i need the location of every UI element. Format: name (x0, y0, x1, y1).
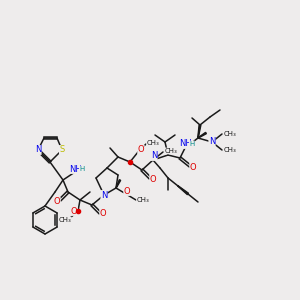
Text: NH: NH (70, 164, 83, 173)
Text: S: S (59, 146, 64, 154)
Text: O: O (138, 146, 144, 154)
Text: O: O (100, 209, 106, 218)
Text: O: O (190, 163, 196, 172)
Polygon shape (116, 180, 121, 188)
Text: CH₃: CH₃ (136, 197, 149, 203)
Text: CH₃: CH₃ (224, 131, 236, 137)
Text: N: N (101, 190, 107, 200)
Text: N: N (35, 146, 41, 154)
Text: CH₃: CH₃ (165, 148, 177, 154)
Polygon shape (178, 186, 189, 195)
Text: O: O (150, 175, 156, 184)
Polygon shape (198, 132, 206, 138)
Text: O: O (71, 206, 77, 215)
Text: H: H (189, 141, 195, 147)
Text: N: N (209, 137, 215, 146)
Text: CH₃: CH₃ (147, 140, 159, 146)
Text: NH: NH (180, 140, 192, 148)
Text: N: N (151, 152, 157, 160)
Text: H: H (80, 166, 85, 172)
Text: CH₃: CH₃ (224, 147, 236, 153)
Polygon shape (198, 125, 201, 138)
Text: O: O (54, 197, 60, 206)
Text: O: O (124, 187, 130, 196)
Text: CH₃: CH₃ (58, 217, 71, 223)
